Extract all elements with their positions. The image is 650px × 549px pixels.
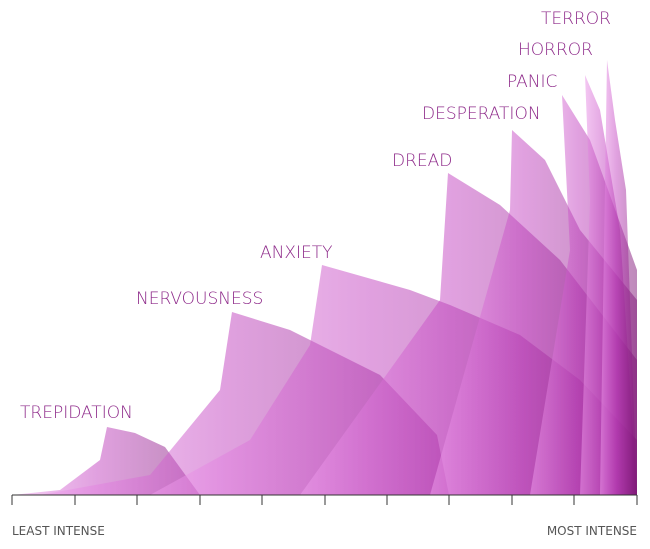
label: DESPERATION [422,104,541,124]
label: TREPIDATION [20,403,133,423]
label: PANIC [507,72,557,92]
label: NERVOUSNESS [136,289,263,309]
terror-shape [600,60,637,495]
label: ANXIETY [260,243,333,263]
axis-left-label: LEAST INTENSE [12,524,105,538]
label: HORROR [518,40,593,60]
ticks [11,495,638,505]
label: DREAD [392,151,452,171]
axis-right-label: MOST INTENSE [547,524,637,538]
label: TERROR [541,9,611,29]
